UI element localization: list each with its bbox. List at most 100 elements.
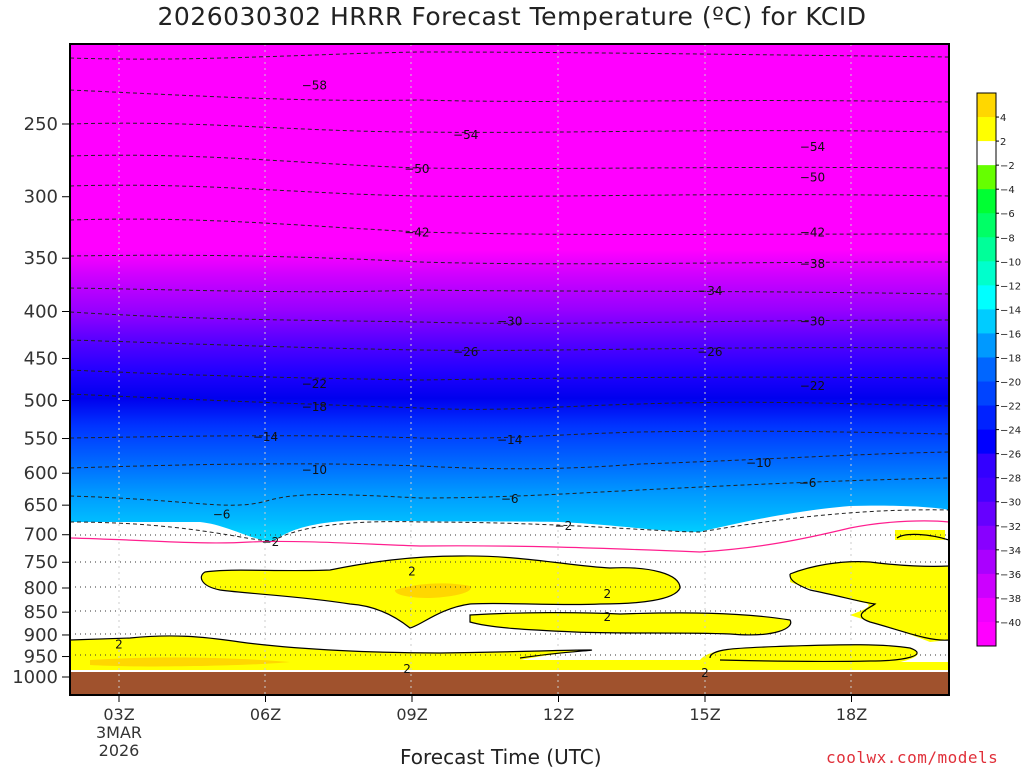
colorbar-swatch — [977, 309, 996, 334]
colorbar-swatch — [977, 117, 996, 142]
colorbar-frame — [976, 92, 997, 647]
x-tick-label: 09Z — [396, 705, 427, 724]
colorbar-swatch — [977, 261, 996, 286]
x-tick-label: 06Z — [250, 705, 281, 724]
contour-label: −30 — [497, 314, 522, 328]
colorbar-swatch — [977, 621, 996, 647]
contour-label: −34 — [697, 284, 722, 298]
contour-label: −14 — [253, 430, 278, 444]
y-tick-label: 600 — [24, 463, 58, 484]
colorbar-swatch — [977, 405, 996, 431]
contour-value-labels: −58 −54 −54 −50 −50 −42 −42 −38 −34 −30 −30 −26 −26 −… — [115, 79, 825, 680]
x-tick-label: 12Z — [543, 705, 574, 724]
colorbar-swatch — [977, 429, 996, 455]
colorbar-label: −36 — [1000, 570, 1021, 581]
colorbar-swatch — [977, 237, 996, 262]
contour-label: −6 — [501, 492, 519, 506]
y-tick-label: 850 — [24, 602, 58, 623]
colorbar-label: −22 — [1000, 402, 1021, 413]
x-year-label: 2026 — [99, 741, 140, 760]
contour-label: −58 — [302, 79, 327, 93]
y-tick-label: 1000 — [12, 667, 58, 688]
x-tick-label: 03Z — [103, 705, 134, 724]
contour-label: −2 — [555, 519, 573, 533]
band-upper-magenta — [70, 44, 949, 259]
colorbar-swatch — [977, 189, 996, 214]
y-tick-label: 250 — [24, 114, 58, 135]
colorbar-label: −34 — [1000, 546, 1021, 557]
zero-degree-isotherm — [70, 520, 949, 553]
contour-label: 2 — [701, 666, 709, 680]
y-tick-label: 950 — [24, 647, 58, 668]
y-tick-label: 800 — [24, 578, 58, 599]
colorbar-label: −2 — [1000, 161, 1015, 172]
y-tick-label: 450 — [24, 348, 58, 369]
temperature-colorbar: 4 2 −2 −4 −6 −8 −10 −12 −14 −16 −18 −20 −22 −24 −26 −28… — [976, 92, 1021, 647]
colorbar-swatch — [977, 525, 996, 551]
contour-label: 2 — [115, 638, 123, 652]
colorbar-label: −40 — [1000, 618, 1021, 629]
colorbar-swatch — [977, 357, 996, 383]
time-gridlines — [118, 44, 852, 695]
shaded-field — [70, 44, 949, 695]
source-credit: coolwx.com/models — [826, 748, 999, 767]
contour-label: −10 — [746, 456, 771, 470]
colorbar-swatch — [977, 381, 996, 407]
colorbar-label: −8 — [1000, 233, 1015, 244]
y-tick-label: 300 — [24, 187, 58, 208]
contour-label: −22 — [800, 379, 825, 393]
colorbar-swatch — [977, 477, 996, 503]
colorbar-swatch — [977, 213, 996, 238]
colorbar-label: −32 — [1000, 522, 1021, 533]
colorbar-label: −28 — [1000, 474, 1021, 485]
colorbar-swatch — [977, 549, 996, 575]
colorbar-label: −20 — [1000, 378, 1021, 389]
contour-label: −26 — [697, 345, 722, 359]
contour-label: −22 — [302, 377, 327, 391]
contour-label: −6 — [213, 507, 231, 521]
contour-label: −18 — [302, 400, 327, 414]
warm-layer-mid-blob — [470, 612, 791, 635]
colorbar-label: −24 — [1000, 426, 1021, 437]
colorbar-swatch — [977, 501, 996, 527]
y-tick-label: 900 — [24, 625, 58, 646]
x-tick-label: 15Z — [689, 705, 720, 724]
contour-label: −6 — [799, 476, 817, 490]
y-tick-label: 350 — [24, 248, 58, 269]
contour-label: −26 — [453, 345, 478, 359]
x-date-label: 3MAR — [96, 723, 142, 742]
colorbar-swatch — [977, 573, 996, 599]
colorbar-label: −18 — [1000, 353, 1021, 364]
contour-label: −10 — [302, 463, 327, 477]
colorbar-swatch — [977, 453, 996, 479]
colorbar-swatch — [977, 597, 996, 623]
band-mid-blue — [70, 250, 949, 520]
y-tick-label: 550 — [24, 429, 58, 450]
colorbar-label: −6 — [1000, 209, 1015, 220]
pressure-axis: 2503003504004505005506006507007508008509… — [12, 114, 70, 688]
colorbar-label: −14 — [1000, 305, 1021, 316]
chart-title: 2026030302 HRRR Forecast Temperature (ºC… — [157, 2, 867, 31]
colorbar-swatch — [977, 285, 996, 310]
colorbar-label: 2 — [1000, 137, 1006, 148]
x-axis-label: Forecast Time (UTC) — [400, 745, 602, 769]
contour-label: 2 — [408, 565, 416, 579]
contour-label: −30 — [800, 314, 825, 328]
colorbar-swatch — [977, 165, 996, 190]
contour-label: −14 — [497, 433, 522, 447]
y-tick-label: 750 — [24, 552, 58, 573]
contour-label: −54 — [453, 128, 478, 142]
ground-surface — [70, 672, 949, 695]
y-tick-label: 700 — [24, 525, 58, 546]
x-tick-label: 18Z — [836, 705, 867, 724]
colorbar-swatch — [977, 333, 996, 358]
contour-label: −50 — [404, 162, 429, 176]
contour-label: −54 — [800, 140, 825, 154]
y-tick-label: 650 — [24, 495, 58, 516]
colorbar-label: −12 — [1000, 281, 1021, 292]
colorbar-label: −16 — [1000, 329, 1021, 340]
warm-layer-lower — [70, 635, 949, 670]
warm-layer-right-blob — [790, 561, 949, 642]
